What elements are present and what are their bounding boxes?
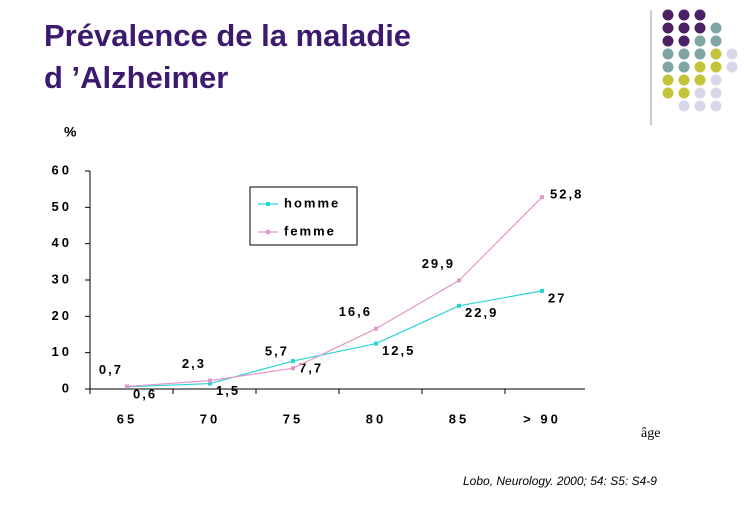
value-label: 27	[548, 290, 566, 305]
value-label: 7,7	[299, 360, 323, 375]
x-tick-label: 70	[200, 411, 220, 426]
y-tick-label: 0	[62, 380, 72, 395]
citation: Lobo, Neurology. 2000; 54: S5: S4-9	[463, 474, 657, 488]
decoration	[662, 9, 738, 112]
dot	[678, 22, 690, 34]
value-label: 0,6	[133, 386, 157, 401]
dot	[662, 87, 674, 99]
y-tick-label: 40	[52, 235, 72, 250]
point	[540, 195, 544, 200]
dot	[710, 87, 722, 99]
dot	[694, 35, 706, 47]
point	[457, 303, 461, 308]
point	[208, 381, 212, 386]
point	[457, 278, 461, 283]
dot	[678, 48, 690, 60]
dot	[710, 35, 722, 47]
dot	[678, 9, 690, 21]
value-label: 52,8	[550, 187, 583, 202]
dot	[694, 22, 706, 34]
dot	[662, 22, 674, 34]
point	[125, 384, 129, 389]
legend-marker	[266, 230, 270, 234]
dot	[678, 100, 690, 112]
dot	[710, 48, 722, 60]
dot	[694, 74, 706, 86]
value-label: 16,6	[339, 304, 372, 319]
point	[540, 288, 544, 293]
y-tick-label: 50	[52, 199, 72, 214]
series-line	[126, 196, 543, 388]
dot	[694, 9, 706, 21]
legend-box	[249, 186, 358, 246]
x-tick-label: 75	[283, 411, 303, 426]
dot	[662, 35, 674, 47]
dot	[678, 74, 690, 86]
point	[291, 359, 295, 364]
value-label: 22,9	[465, 305, 498, 320]
value-label: 1,5	[216, 383, 240, 398]
dot	[694, 61, 706, 73]
y-tick-label: 20	[52, 308, 72, 323]
dot	[726, 61, 738, 73]
dot	[694, 48, 706, 60]
y-axis-label: %	[64, 124, 77, 140]
x-tick-label: 80	[366, 411, 386, 426]
point	[374, 326, 378, 331]
y-tick-label: 30	[52, 271, 72, 286]
point	[291, 366, 295, 371]
point	[208, 378, 212, 383]
point	[374, 341, 378, 346]
dot	[694, 100, 706, 112]
legend-marker	[266, 202, 270, 206]
x-axis-label: âge	[641, 426, 660, 441]
value-label: 0,7	[99, 362, 123, 377]
value-label: 5,7	[265, 344, 289, 359]
dot	[710, 61, 722, 73]
dot	[710, 100, 722, 112]
y-tick-label: 10	[52, 344, 72, 359]
dot	[726, 48, 738, 60]
value-label: 2,3	[182, 356, 206, 371]
x-tick-label: 65	[117, 411, 137, 426]
y-tick-label: 60	[52, 162, 72, 177]
series-line	[126, 290, 543, 388]
dot	[678, 61, 690, 73]
value-label: 29,9	[422, 256, 455, 271]
dot	[662, 9, 674, 21]
title: Prévalence de la maladie	[44, 18, 411, 53]
x-tick-label: > 90	[523, 411, 561, 426]
dot	[662, 61, 674, 73]
x-tick-label: 85	[449, 411, 469, 426]
legend-label: homme	[284, 195, 340, 210]
dot	[662, 48, 674, 60]
title-line-2: d ’Alzheimer	[44, 60, 228, 95]
dot	[710, 22, 722, 34]
dot	[678, 87, 690, 99]
dot	[662, 74, 674, 86]
dot	[694, 87, 706, 99]
value-label: 12,5	[382, 343, 415, 358]
dot	[710, 74, 722, 86]
dot	[678, 35, 690, 47]
legend-label: femme	[284, 223, 336, 238]
